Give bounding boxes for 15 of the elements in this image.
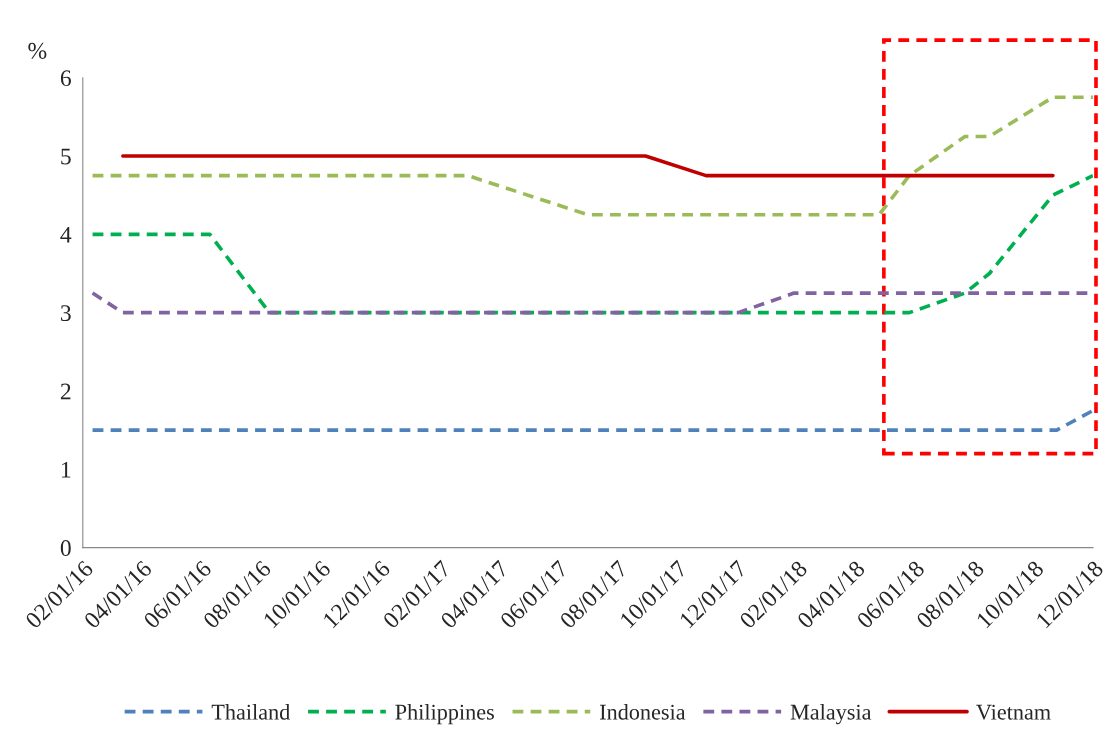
legend-label: Vietnam [976, 704, 1051, 720]
y-tick-label: 1 [61, 461, 71, 478]
y-tick-label: 3 [61, 305, 71, 322]
legend-label: Indonesia [599, 704, 686, 720]
legend-label: Thailand [211, 704, 291, 720]
y-tick-label: 5 [61, 148, 71, 165]
line-series [90, 95, 1093, 217]
y-tick-label: 6 [60, 70, 71, 87]
y-tick-label: 4 [60, 226, 72, 243]
y-tick-label: 2 [60, 383, 71, 400]
line-series [90, 173, 1093, 315]
legend-label: Philippines [395, 704, 494, 725]
y-axis-title: % [28, 42, 47, 59]
legend-label: Malaysia [790, 704, 872, 725]
y-tick-label: 0 [60, 540, 71, 557]
